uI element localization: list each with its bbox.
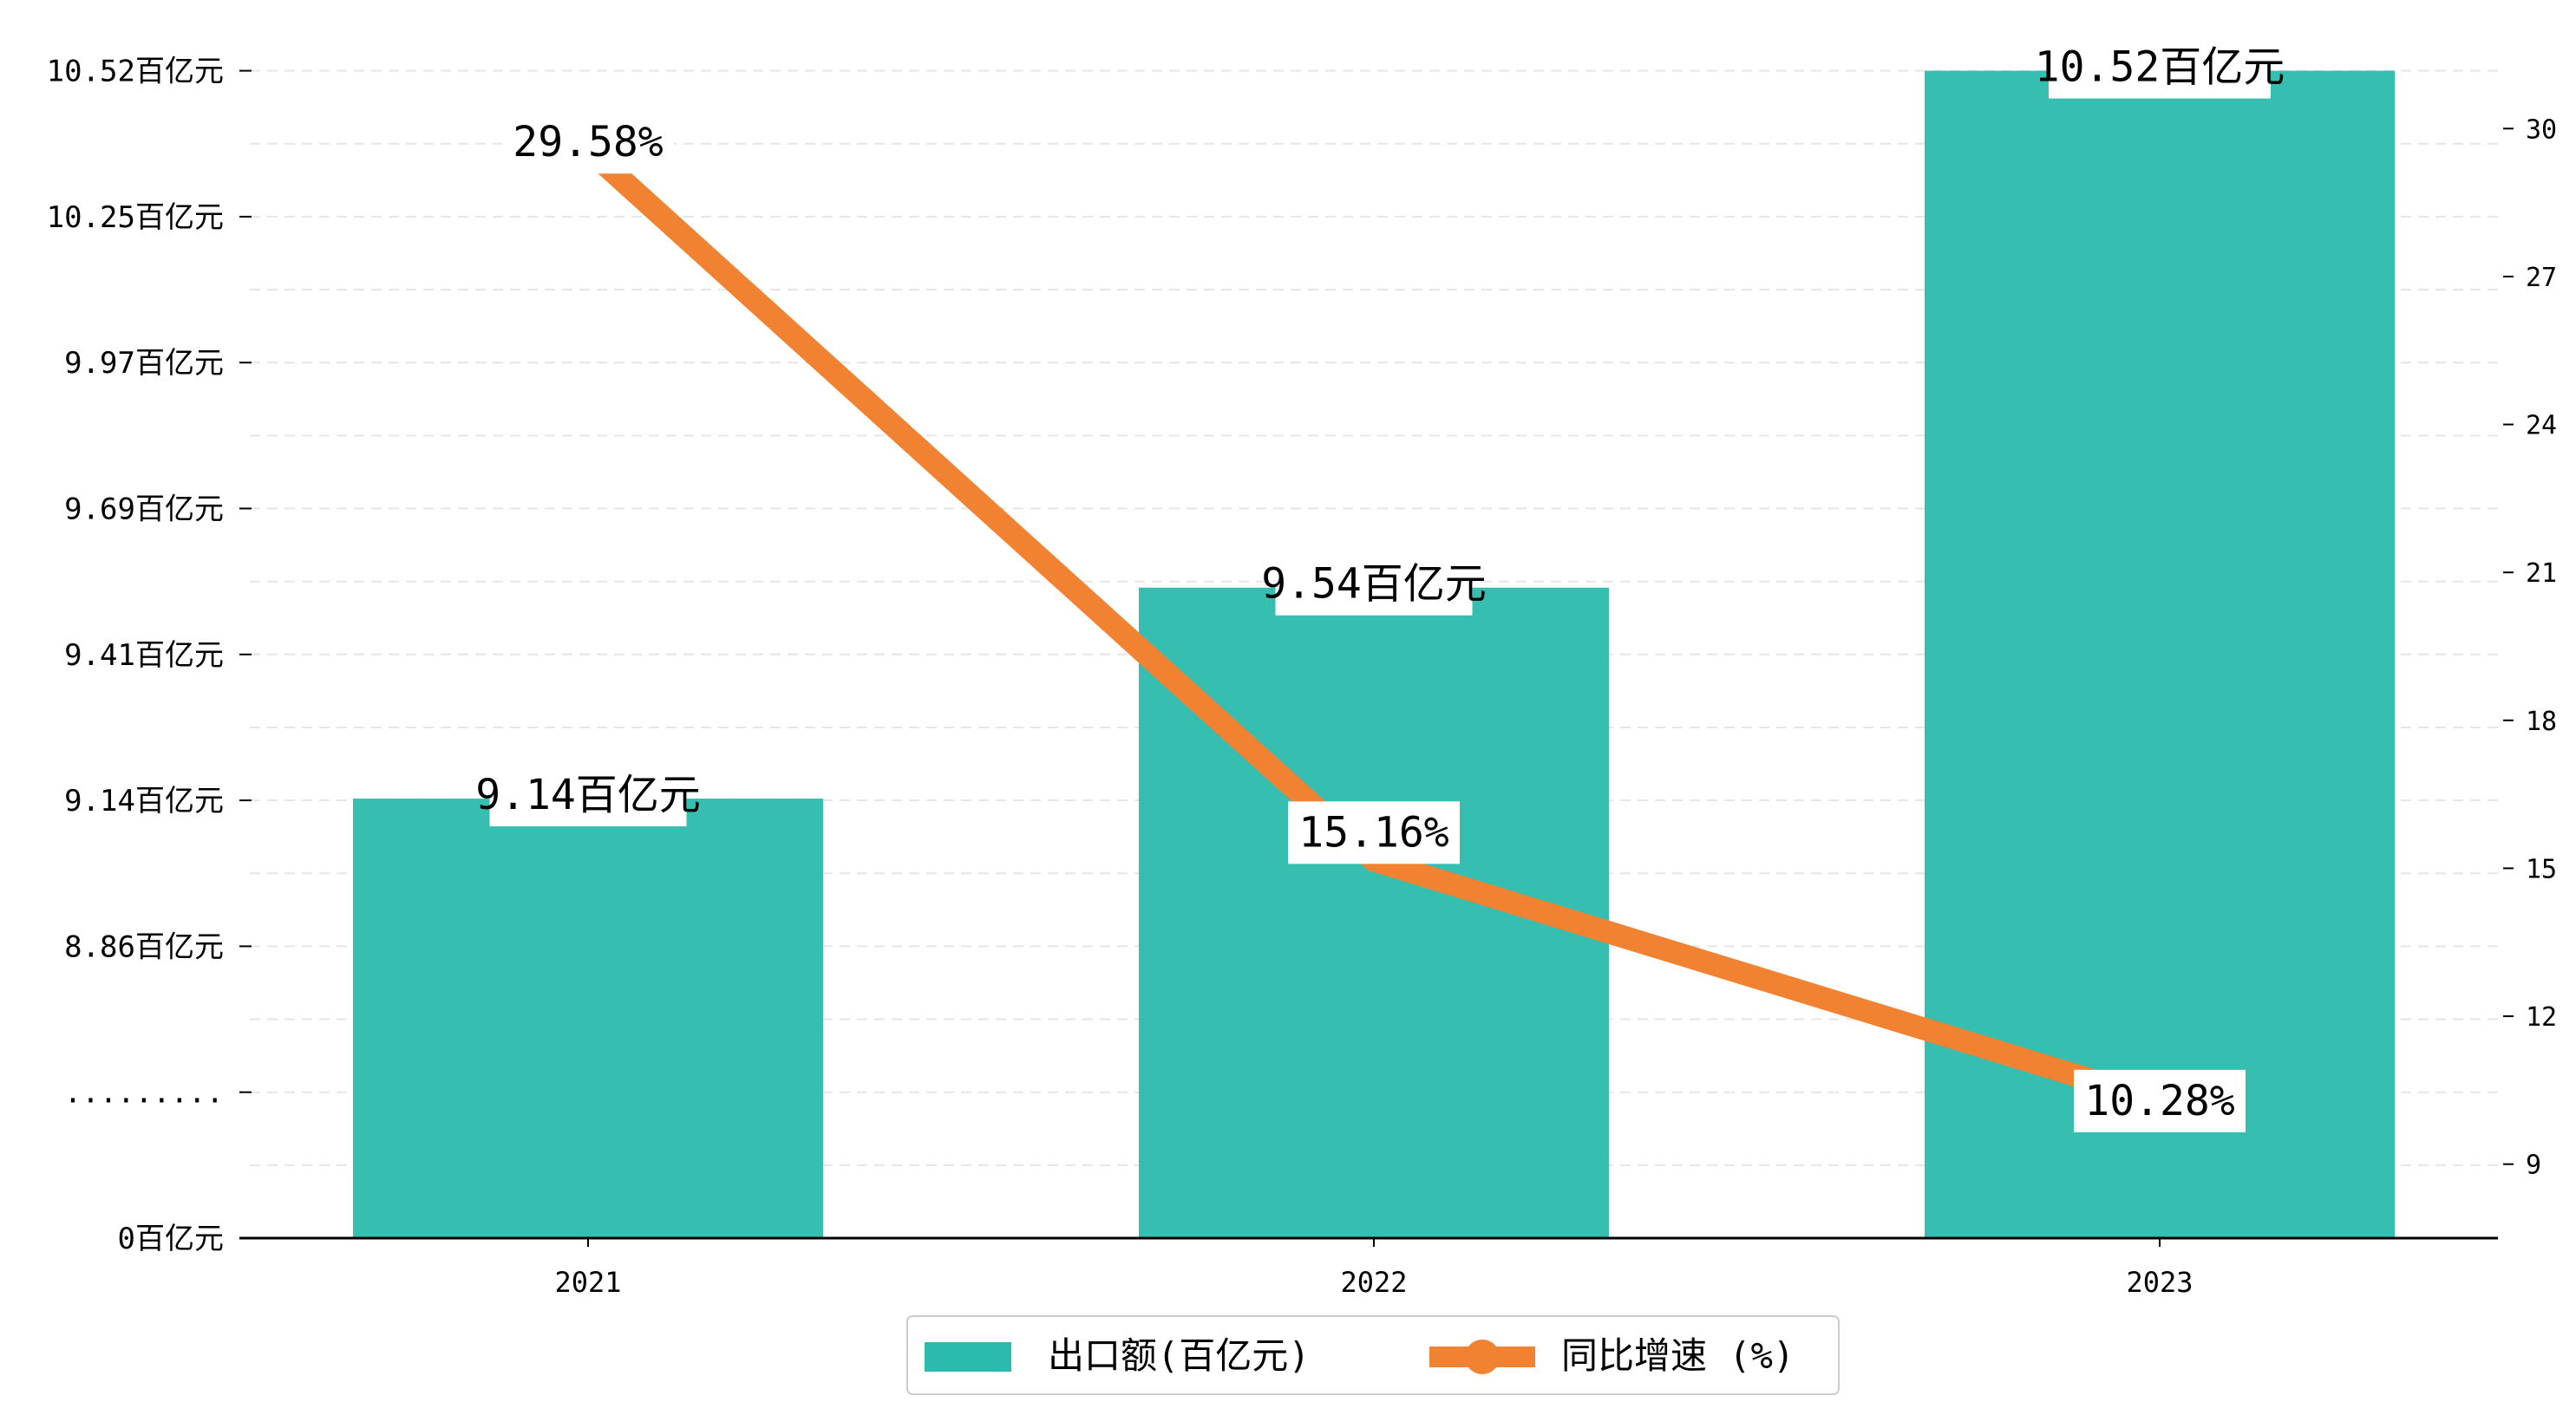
x-tick-label: 2022: [1340, 1266, 1407, 1299]
bar-value-label: 9.54百亿元: [1261, 552, 1487, 616]
line-value-label: 29.58%: [502, 111, 674, 174]
bar-2023: [1925, 70, 2395, 1239]
legend-line-marker: [1465, 1340, 1500, 1374]
bar-value-label-bg: [1275, 552, 1473, 616]
legend-frame: [906, 1315, 1840, 1395]
right-tick-label: 30: [2526, 114, 2557, 145]
x-tick-label: 2023: [2126, 1266, 2193, 1299]
left-tick-label: 9.14百亿元: [64, 784, 224, 818]
left-tick-label: 0百亿元: [118, 1222, 224, 1256]
right-tick-label: 9: [2526, 1151, 2541, 1181]
legend-bar-swatch: [925, 1342, 1011, 1372]
data-labels: 9.14百亿元 9.54百亿元 10.52百亿元 29.58% 15.16% 10.28%: [475, 36, 2285, 1132]
left-tick-label: 9.41百亿元: [64, 638, 224, 673]
line-value-label-bg: [1288, 801, 1460, 864]
right-tick-label: 24: [2526, 411, 2557, 441]
line-value-label-text: 10.28%: [2084, 1077, 2234, 1125]
line-value-label-bg: [502, 111, 674, 174]
right-tick-label: 12: [2526, 1002, 2557, 1033]
right-tick-label: 18: [2526, 707, 2557, 737]
line-value-label-text: 29.58%: [513, 118, 663, 166]
line-value-label-text: 15.16%: [1298, 808, 1448, 857]
left-tick-label: 10.25百亿元: [47, 200, 224, 235]
line-value-label-bg: [2074, 1069, 2246, 1132]
x-tick-label: 2021: [554, 1266, 621, 1299]
left-tick-label: .........: [64, 1076, 224, 1111]
bar-value-label-bg: [2049, 36, 2271, 99]
bar-value-label: 9.14百亿元: [475, 764, 701, 827]
axes: 0百亿元......... 8.86百亿元 9.14百亿元 9.41百亿元 9.69百亿…: [47, 55, 2557, 1299]
legend-bar-label: 出口额(百亿元): [1048, 1334, 1311, 1377]
bar-value-label-bg: [489, 764, 687, 827]
legend-line-label: 同比增速 (%): [1561, 1334, 1795, 1377]
left-tick-label: 9.69百亿元: [64, 492, 224, 527]
right-tick-label: 27: [2526, 263, 2557, 293]
left-tick-label: 9.97百亿元: [64, 346, 224, 381]
right-tick-label: 15: [2526, 854, 2557, 884]
bar-value-label: 10.52百亿元: [2035, 36, 2285, 99]
line-value-label: 15.16%: [1288, 801, 1460, 864]
right-tick-label: 21: [2526, 558, 2557, 589]
left-tick-label: 10.52百亿元: [47, 55, 224, 89]
left-tick-label: 8.86百亿元: [64, 929, 224, 964]
legend: 出口额(百亿元) 同比增速 (%): [906, 1315, 1840, 1395]
bar-value-label-text: 9.54百亿元: [1261, 560, 1487, 609]
bar-2021: [353, 799, 823, 1238]
line-value-label: 10.28%: [2074, 1069, 2246, 1132]
bars: [353, 70, 2395, 1239]
bar-value-label-text: 9.14百亿元: [475, 771, 701, 819]
legend-box: 出口额(百亿元) 同比增速 (%): [906, 1315, 1840, 1395]
bar-value-label-text: 10.52百亿元: [2035, 43, 2285, 92]
